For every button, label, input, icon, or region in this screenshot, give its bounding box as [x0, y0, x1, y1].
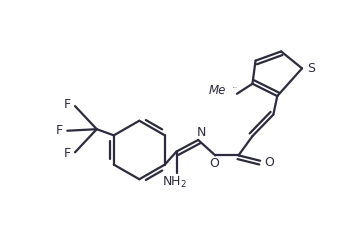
- Text: F: F: [56, 124, 63, 137]
- Text: Me: Me: [209, 84, 226, 97]
- Text: NH$_2$: NH$_2$: [163, 175, 188, 190]
- Text: F: F: [64, 98, 71, 111]
- Text: O: O: [209, 156, 219, 170]
- Text: N: N: [197, 126, 206, 139]
- Text: F: F: [64, 147, 71, 160]
- Text: S: S: [308, 62, 315, 75]
- Text: O: O: [265, 156, 275, 169]
- Text: methyl: methyl: [233, 87, 238, 88]
